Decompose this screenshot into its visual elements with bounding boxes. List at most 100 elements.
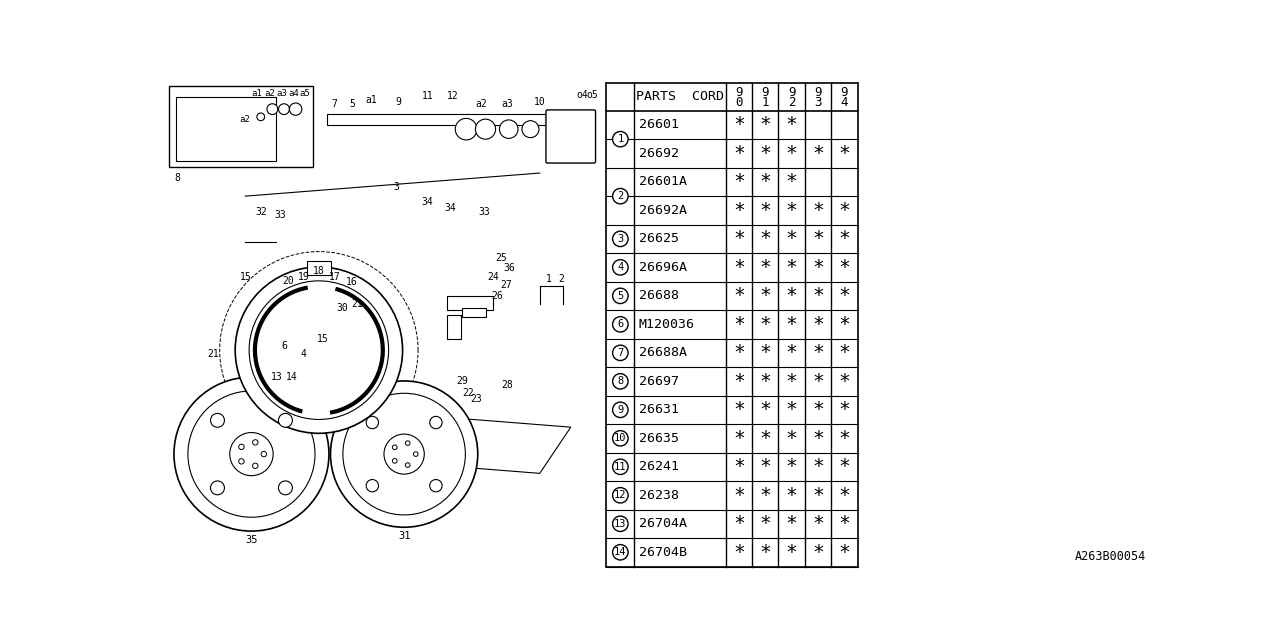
Text: *: * — [759, 543, 771, 562]
Text: *: * — [759, 429, 771, 448]
Text: *: * — [838, 258, 850, 277]
Text: *: * — [759, 144, 771, 163]
Circle shape — [613, 231, 628, 246]
Circle shape — [613, 402, 628, 417]
Text: 10: 10 — [614, 433, 627, 444]
Text: 2: 2 — [558, 273, 564, 284]
Text: *: * — [812, 343, 824, 362]
Text: *: * — [838, 429, 850, 448]
Text: *: * — [786, 258, 797, 277]
Text: 9: 9 — [814, 86, 822, 99]
Text: 26601: 26601 — [639, 118, 678, 131]
Text: 4: 4 — [617, 262, 623, 273]
Circle shape — [252, 463, 259, 468]
Circle shape — [279, 481, 292, 495]
Text: 33: 33 — [477, 207, 490, 216]
Text: *: * — [733, 543, 745, 562]
Text: *: * — [759, 286, 771, 305]
Text: *: * — [759, 486, 771, 505]
Bar — [175, 97, 276, 161]
Bar — [447, 316, 461, 339]
Text: 11: 11 — [614, 462, 627, 472]
Text: 34: 34 — [421, 196, 433, 207]
Circle shape — [613, 545, 628, 560]
Circle shape — [174, 377, 329, 531]
Text: 2: 2 — [617, 191, 623, 201]
Text: *: * — [733, 429, 745, 448]
Text: a2: a2 — [239, 115, 251, 124]
Text: 26688: 26688 — [639, 289, 678, 302]
Circle shape — [268, 104, 278, 115]
Circle shape — [522, 121, 539, 138]
Text: *: * — [786, 429, 797, 448]
Text: a4: a4 — [288, 89, 298, 98]
Text: *: * — [759, 229, 771, 248]
Text: 14: 14 — [614, 547, 627, 557]
Text: *: * — [838, 343, 850, 362]
Circle shape — [229, 433, 273, 476]
Text: 26692: 26692 — [639, 147, 678, 160]
Text: 33: 33 — [274, 211, 285, 220]
Text: *: * — [733, 343, 745, 362]
Circle shape — [236, 267, 403, 433]
Text: *: * — [812, 515, 824, 533]
Text: 4: 4 — [301, 349, 306, 359]
Text: *: * — [733, 144, 745, 163]
Text: 20: 20 — [282, 276, 293, 286]
Text: 21: 21 — [352, 299, 364, 309]
Text: 23: 23 — [470, 394, 483, 404]
Text: *: * — [733, 172, 745, 191]
Text: *: * — [733, 229, 745, 248]
Text: PARTS  CORD: PARTS CORD — [636, 90, 724, 103]
Circle shape — [330, 381, 477, 527]
Text: 7: 7 — [617, 348, 623, 358]
Text: *: * — [759, 458, 771, 476]
FancyBboxPatch shape — [547, 110, 595, 163]
Text: *: * — [838, 201, 850, 220]
Text: a1: a1 — [251, 89, 262, 98]
Text: 5: 5 — [617, 291, 623, 301]
Text: 3: 3 — [393, 182, 399, 192]
Circle shape — [238, 459, 244, 464]
Text: 26: 26 — [492, 291, 503, 301]
Circle shape — [613, 260, 628, 275]
Text: *: * — [759, 115, 771, 134]
Text: 6: 6 — [617, 319, 623, 330]
Circle shape — [406, 463, 410, 467]
Text: *: * — [838, 486, 850, 505]
Circle shape — [613, 288, 628, 303]
Text: *: * — [812, 258, 824, 277]
Circle shape — [613, 459, 628, 474]
Text: *: * — [733, 258, 745, 277]
Text: 27: 27 — [500, 280, 512, 290]
Text: 26692A: 26692A — [639, 204, 687, 217]
Text: *: * — [812, 372, 824, 391]
Text: 12: 12 — [614, 490, 627, 500]
Circle shape — [384, 434, 424, 474]
Text: 18: 18 — [314, 266, 325, 276]
Text: *: * — [786, 315, 797, 334]
Text: 26704B: 26704B — [639, 546, 687, 559]
Text: *: * — [786, 172, 797, 191]
Text: *: * — [786, 286, 797, 305]
Text: *: * — [812, 286, 824, 305]
Text: *: * — [759, 172, 771, 191]
Text: 19: 19 — [297, 272, 310, 282]
Text: *: * — [759, 401, 771, 419]
Circle shape — [366, 417, 379, 429]
Text: *: * — [838, 543, 850, 562]
Text: *: * — [812, 144, 824, 163]
Text: *: * — [759, 258, 771, 277]
Text: a2: a2 — [265, 89, 275, 98]
Text: 13: 13 — [270, 372, 282, 382]
Text: 3: 3 — [814, 97, 822, 109]
Circle shape — [613, 516, 628, 531]
Text: 35: 35 — [246, 535, 257, 545]
Circle shape — [238, 444, 244, 449]
Text: 26704A: 26704A — [639, 517, 687, 531]
Text: 1: 1 — [762, 97, 769, 109]
Text: 12: 12 — [447, 91, 458, 101]
Text: *: * — [838, 144, 850, 163]
Text: 25: 25 — [495, 253, 507, 263]
Text: o5: o5 — [586, 90, 598, 99]
